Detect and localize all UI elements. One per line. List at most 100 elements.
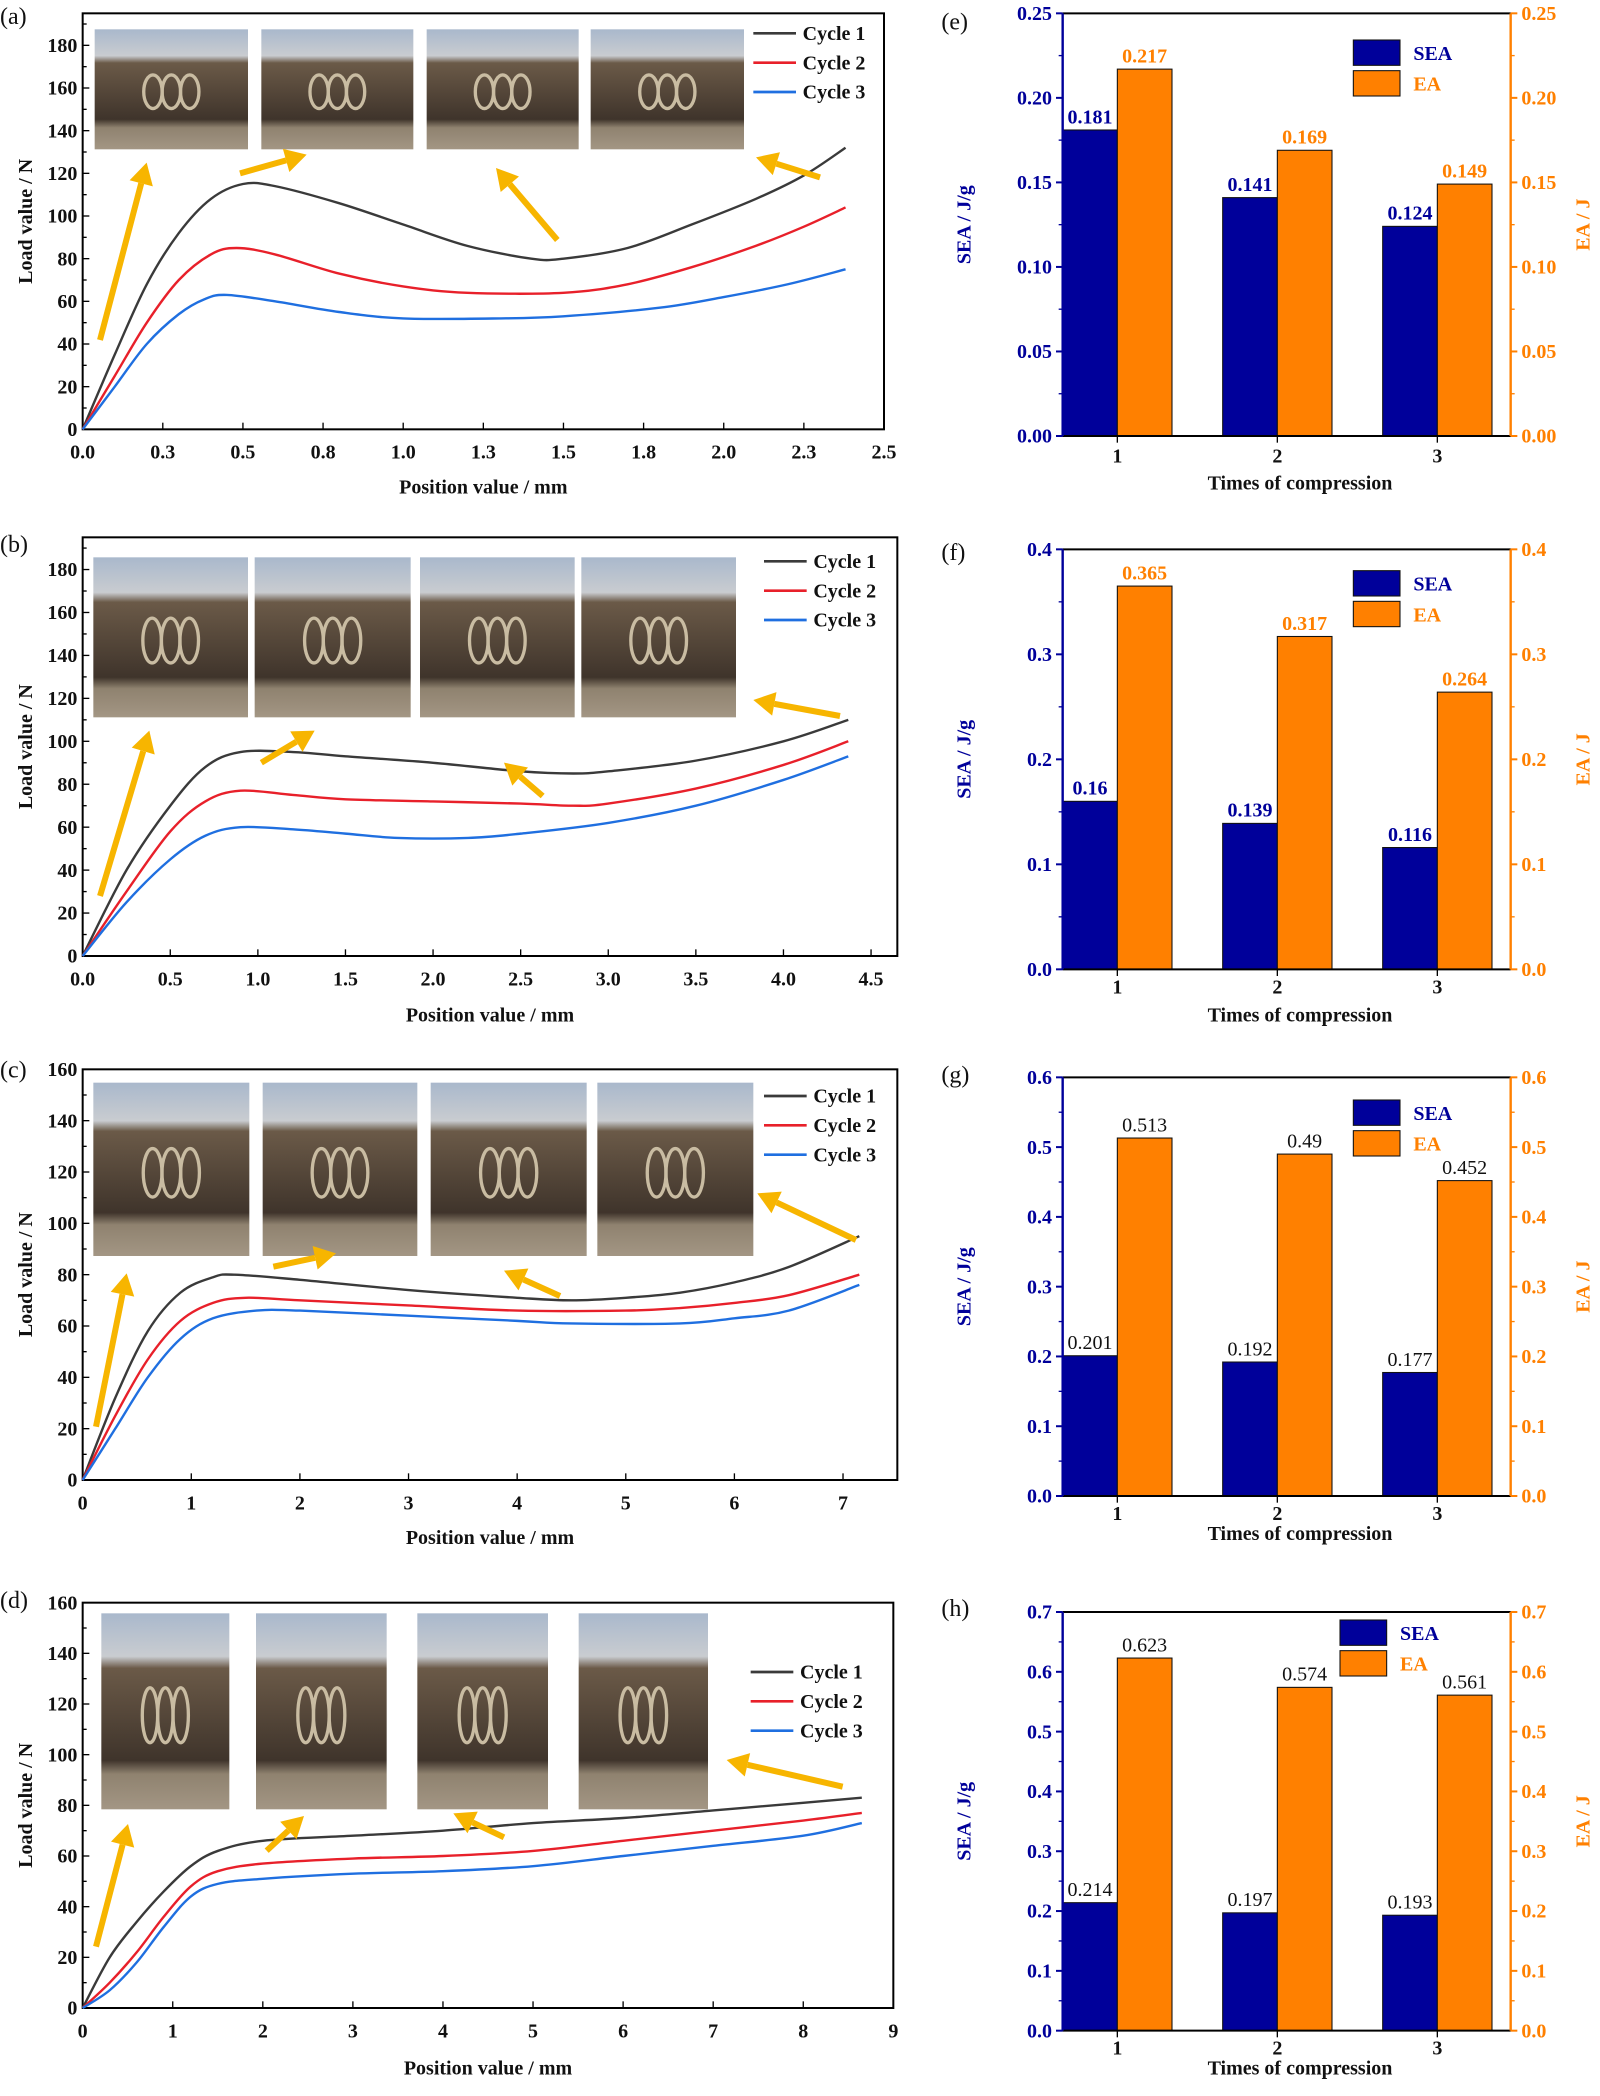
bar-sea <box>1062 129 1118 437</box>
right-y-tick-label: 0.5 <box>1521 1721 1546 1743</box>
specimen-photo <box>262 1082 418 1256</box>
right-y-axis-label: EA / J <box>1572 199 1594 251</box>
y-tick-label: 60 <box>57 291 77 313</box>
line-chart-c: (c) 0 20 40 60 80 100 120 140 160 0 1 2 3 4 5 6 7 Position… <box>0 1057 899 1549</box>
right-y-tick-label: 0.1 <box>1521 854 1546 876</box>
arrow-head <box>312 1246 336 1270</box>
x-tick-label: 1 <box>1112 1503 1122 1525</box>
right-y-tick-label: 0.05 <box>1521 341 1556 363</box>
legend-label: EA <box>1413 74 1441 96</box>
arrow-shaft <box>97 750 147 897</box>
x-tick-label: 0.5 <box>230 442 255 464</box>
panel-label: (c) <box>0 1057 27 1083</box>
left-y-tick-label: 0.0 <box>1027 959 1052 981</box>
y-tick-label: 40 <box>57 334 77 356</box>
bar-value-label: 0.561 <box>1442 1671 1487 1693</box>
right-y-tick-label: 0.2 <box>1521 1901 1546 1923</box>
series-line-cycle-2 <box>81 1273 860 1481</box>
legend-swatch-sea <box>1339 1619 1388 1646</box>
right-y-tick-label: 0.10 <box>1521 257 1556 279</box>
bar-sea <box>1222 1912 1278 2032</box>
x-tick-label: 0 <box>78 2020 88 2042</box>
arrow-shaft <box>522 1276 562 1299</box>
right-y-tick-label: 0.20 <box>1521 88 1556 110</box>
y-tick-label: 20 <box>57 376 77 398</box>
bar-value-label: 0.141 <box>1228 174 1273 196</box>
bar-ea <box>1436 1180 1493 1497</box>
x-tick-label: 3 <box>1432 446 1442 468</box>
bar-value-label: 0.452 <box>1442 1157 1487 1179</box>
right-y-tick-label: 0.15 <box>1521 172 1556 194</box>
photo-image <box>430 1082 587 1256</box>
left-y-tick-label: 0.1 <box>1027 854 1052 876</box>
series-line-cycle-3 <box>81 755 849 957</box>
x-tick-label: 1 <box>1112 976 1122 998</box>
y-tick-label: 60 <box>57 1846 77 1868</box>
right-y-tick-label: 0.4 <box>1521 1781 1546 1803</box>
specimen-photo <box>93 1082 250 1256</box>
left-y-tick-label: 0.4 <box>1027 539 1052 561</box>
x-tick-label: 4.0 <box>771 968 796 990</box>
photo-image <box>420 557 575 718</box>
specimen-photo <box>256 1613 387 1810</box>
y-tick-label: 80 <box>57 248 77 270</box>
y-tick-label: 60 <box>57 1316 77 1338</box>
series-line-cycle-1 <box>81 1235 860 1481</box>
bar-ea <box>1116 68 1173 437</box>
y-tick-label: 80 <box>57 1795 77 1817</box>
bar-ea <box>1436 1694 1493 2032</box>
legend-swatch-sea <box>1352 1099 1401 1126</box>
legend-label: SEA <box>1413 43 1452 65</box>
left-y-tick-label: 0.7 <box>1027 1602 1052 1624</box>
x-tick-label: 2.0 <box>711 442 736 464</box>
y-tick-label: 40 <box>57 1896 77 1918</box>
y-axis-label: Load value / N <box>15 1742 37 1868</box>
legend-label: Cycle 2 <box>800 1691 863 1713</box>
right-y-axis-label: EA / J <box>1572 1261 1594 1313</box>
x-tick-label: 2 <box>1272 2038 1282 2060</box>
bar-value-label: 0.193 <box>1388 1892 1433 1914</box>
y-tick-label: 140 <box>47 1643 77 1665</box>
x-tick-label: 1.0 <box>391 442 416 464</box>
right-y-tick-label: 0.2 <box>1521 1346 1546 1368</box>
arrow-head <box>756 152 780 176</box>
series-line-cycle-3 <box>81 1283 860 1481</box>
arrow-shaft <box>272 1254 316 1270</box>
x-axis-label: Times of compression <box>1208 1523 1393 1545</box>
left-y-tick-label: 0.6 <box>1027 1661 1052 1683</box>
bar-sea <box>1062 800 1118 970</box>
x-tick-label: 5 <box>621 1492 631 1514</box>
x-tick-label: 6 <box>618 2020 628 2042</box>
series-line-cycle-2 <box>81 206 847 430</box>
bar-value-label: 0.139 <box>1228 800 1273 822</box>
y-tick-label: 140 <box>47 645 77 667</box>
bar-value-label: 0.217 <box>1122 45 1167 67</box>
panel-label: (b) <box>0 532 28 558</box>
bar-value-label: 0.49 <box>1287 1130 1322 1152</box>
legend-label: Cycle 2 <box>803 52 866 74</box>
lattice-cell <box>504 616 527 665</box>
bar-sea <box>1382 225 1438 437</box>
y-tick-label: 160 <box>47 78 77 100</box>
arrow-head <box>504 762 528 786</box>
x-axis-label: Times of compression <box>1208 2058 1393 2080</box>
x-tick-label: 2 <box>1272 446 1282 468</box>
arrow-head <box>290 730 315 752</box>
y-tick-label: 0 <box>67 1470 77 1492</box>
y-tick-label: 80 <box>57 774 77 796</box>
left-y-axis-label: SEA / J/g <box>954 1782 976 1861</box>
photo-image <box>417 1613 548 1810</box>
legend-label: SEA <box>1413 574 1452 596</box>
x-axis-label: Position value / mm <box>404 2058 573 2080</box>
bar-ea <box>1436 691 1493 970</box>
y-tick-label: 100 <box>47 1744 77 1766</box>
bar-value-label: 0.214 <box>1068 1879 1113 1901</box>
y-tick-label: 0 <box>67 419 77 441</box>
y-tick-label: 120 <box>47 1162 77 1184</box>
y-tick-label: 20 <box>57 1947 77 1969</box>
arrow-head <box>282 148 307 172</box>
lattice-cell <box>347 1146 370 1199</box>
legend-label: Cycle 1 <box>803 23 866 45</box>
legend-label: Cycle 3 <box>813 610 876 632</box>
